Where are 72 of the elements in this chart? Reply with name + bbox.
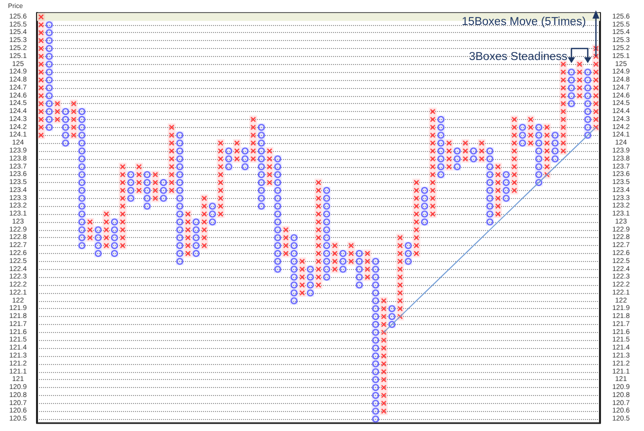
- bar: [200, 194, 208, 250]
- bar: [168, 123, 176, 194]
- bar: [470, 147, 478, 163]
- bar: [559, 60, 568, 155]
- bar: [176, 131, 184, 266]
- bar: [314, 178, 322, 289]
- bar: [551, 131, 559, 163]
- bar: [70, 100, 78, 140]
- bar: [526, 116, 535, 148]
- bar: [110, 218, 118, 258]
- bar: [404, 242, 412, 266]
- bar: [437, 116, 445, 179]
- bar: [518, 123, 526, 148]
- bar: [37, 13, 45, 140]
- bar: [126, 170, 135, 202]
- bar: [494, 162, 502, 218]
- bar: [461, 139, 470, 163]
- bar: [306, 265, 314, 297]
- bar: [54, 100, 62, 124]
- bar: [258, 123, 266, 210]
- bar: [45, 20, 54, 132]
- bar: [298, 257, 306, 297]
- bar: [453, 147, 462, 171]
- bar: [143, 170, 152, 210]
- bar: [380, 296, 388, 416]
- bar: [184, 210, 192, 258]
- bar: [445, 139, 453, 171]
- bar: [208, 202, 216, 226]
- bar: [576, 60, 584, 100]
- bar: [396, 234, 404, 320]
- bar: [290, 234, 298, 305]
- bar: [78, 108, 86, 250]
- bar: [388, 304, 396, 328]
- bar: [584, 68, 592, 140]
- bar: [364, 250, 372, 282]
- bar: [192, 218, 200, 258]
- bar: [282, 226, 290, 258]
- bar: [347, 242, 356, 266]
- bar: [274, 154, 282, 274]
- bar: [372, 257, 380, 423]
- bar: [592, 44, 600, 132]
- bar: [502, 170, 510, 202]
- annotation: 15Boxes Move (5Times): [462, 16, 586, 28]
- bar: [330, 242, 339, 274]
- bar: [135, 162, 143, 194]
- bar: [62, 108, 70, 148]
- bar: [428, 108, 437, 218]
- annotation: 3Boxes Steadiness: [468, 50, 568, 63]
- line-series: [383, 126, 596, 333]
- bar: [412, 178, 420, 258]
- bar: [118, 162, 127, 250]
- bar: [151, 170, 160, 202]
- bar: [233, 139, 241, 163]
- bar: [216, 139, 224, 218]
- bar: [102, 210, 110, 250]
- bar: [355, 250, 364, 289]
- bar: [266, 147, 274, 186]
- bar: [534, 123, 543, 186]
- bar: [160, 178, 168, 202]
- bar: [241, 147, 249, 171]
- bar: [322, 186, 331, 282]
- bar: [568, 68, 576, 108]
- bar: [94, 226, 102, 258]
- bar: [224, 147, 233, 171]
- bar: [420, 186, 428, 226]
- bar: [478, 139, 486, 163]
- bar: [86, 218, 94, 242]
- bar: [543, 123, 551, 179]
- bar: [510, 116, 518, 194]
- bar: [249, 116, 258, 163]
- bar: [486, 147, 494, 226]
- bar: [339, 250, 347, 274]
